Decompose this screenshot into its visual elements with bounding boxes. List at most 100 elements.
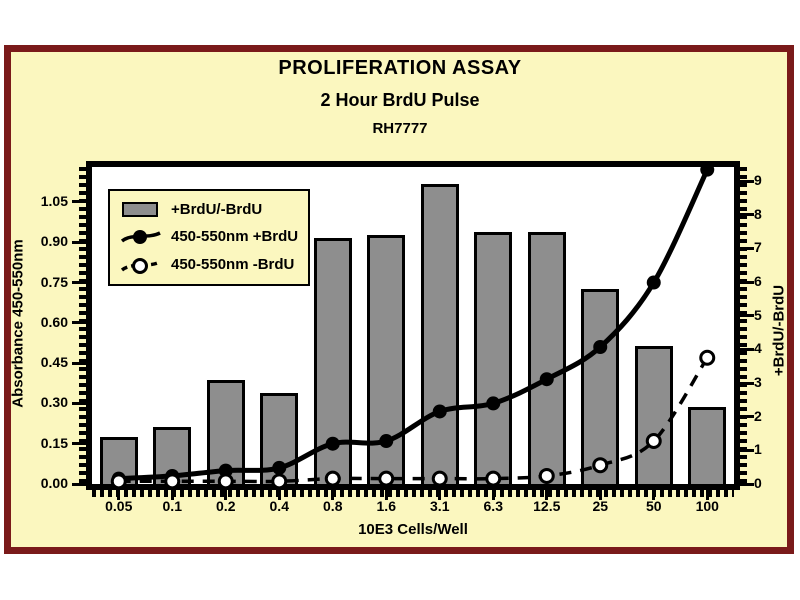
- x-axis-major-tick: [598, 490, 602, 500]
- bar: [420, 184, 459, 484]
- x-axis-major-tick: [384, 490, 388, 500]
- data-point-filled-circle: [646, 275, 661, 290]
- left-axis-tick-label: 0.60: [40, 313, 68, 330]
- left-axis-title: Absorbance 450-550nm: [9, 239, 27, 408]
- x-axis-major-tick: [117, 490, 121, 500]
- data-point-filled-circle: [432, 404, 447, 419]
- x-axis-tick-label: 0.05: [105, 498, 133, 514]
- x-axis-major-tick: [491, 490, 495, 500]
- x-axis-major-tick: [545, 490, 549, 500]
- legend-item-plus-brdu: 450-550nm +BrdU: [120, 226, 300, 246]
- data-point-open-circle: [324, 470, 341, 487]
- right-axis-tick-label: 6: [754, 273, 762, 290]
- data-point-open-circle: [110, 473, 127, 490]
- x-axis-title: 10E3 Cells/Well: [358, 521, 468, 538]
- x-axis-tick-label: 100: [695, 498, 719, 514]
- right-axis-major-tick: [740, 213, 754, 217]
- chart-cell-line: RH7777: [372, 120, 428, 137]
- left-axis-minor-ticks: [79, 167, 86, 484]
- right-axis-major-tick: [740, 246, 754, 250]
- bottom-axis-minor-ticks: [92, 490, 734, 497]
- data-point-filled-circle: [593, 339, 608, 354]
- data-point-open-circle: [164, 473, 181, 490]
- right-axis-major-tick: [740, 314, 754, 318]
- right-axis-minor-ticks: [740, 167, 747, 484]
- right-axis-major-tick: [740, 347, 754, 351]
- left-axis-major-tick: [72, 240, 86, 244]
- data-point-filled-circle: [539, 372, 554, 387]
- filled-marker-icon: [120, 230, 161, 245]
- left-axis-tick-label: 0.15: [40, 434, 68, 451]
- data-point-filled-circle: [700, 162, 715, 177]
- data-point-open-circle: [538, 467, 555, 484]
- x-axis-major-tick: [331, 490, 335, 500]
- right-axis-major-tick: [740, 448, 754, 452]
- x-axis-tick-label: 3.1: [430, 498, 450, 514]
- legend-label: 450-550nm +BrdU: [171, 227, 299, 245]
- left-axis-tick-label: 0.30: [40, 394, 68, 411]
- data-point-open-circle: [645, 433, 662, 450]
- left-axis-tick-label: 0.90: [40, 233, 68, 250]
- right-axis-major-tick: [740, 415, 754, 419]
- x-axis-major-tick: [224, 490, 228, 500]
- data-point-open-circle: [699, 349, 716, 366]
- data-point-filled-circle: [325, 436, 340, 451]
- x-axis-tick-label: 0.4: [269, 498, 289, 514]
- right-axis-tick-label: 5: [754, 306, 762, 323]
- left-axis-tick-label: 0.75: [40, 273, 68, 290]
- data-point-open-circle: [378, 470, 395, 487]
- x-axis-major-tick: [438, 490, 442, 500]
- chart-subtitle: 2 Hour BrdU Pulse: [320, 90, 480, 110]
- bar-swatch-icon: [122, 202, 158, 218]
- x-axis-tick-label: 0.1: [162, 498, 182, 514]
- right-axis-major-tick: [740, 482, 754, 486]
- left-axis-major-tick: [72, 281, 86, 285]
- x-axis-tick-label: 1.6: [376, 498, 396, 514]
- right-axis-tick-label: 1: [754, 441, 762, 458]
- left-axis-major-tick: [72, 361, 86, 365]
- left-axis-tick-label: 0.00: [40, 475, 68, 491]
- bar: [474, 231, 513, 484]
- left-axis-major-tick: [72, 442, 86, 446]
- x-axis-tick-label: 50: [645, 498, 662, 514]
- x-axis-major-tick: [705, 490, 709, 500]
- x-axis-major-tick: [652, 490, 656, 500]
- line-series-overlay: [110, 162, 716, 490]
- right-axis-tick-label: 0: [754, 475, 762, 491]
- data-point-filled-circle: [272, 460, 287, 475]
- x-axis-tick-label: 0.8: [323, 498, 343, 514]
- left-axis-major-tick: [72, 482, 86, 486]
- x-axis-tick-label: 6.3: [483, 498, 503, 514]
- legend-item-bars: +BrdU/-BrdU: [120, 200, 300, 218]
- legend-label: +BrdU/-BrdU: [171, 200, 263, 218]
- data-point-open-circle: [431, 470, 448, 487]
- x-axis-tick-label: 0.2: [216, 498, 236, 514]
- x-axis-tick-label: 25: [592, 498, 609, 514]
- data-point-open-circle: [217, 473, 234, 490]
- right-axis-tick-label: 9: [754, 172, 762, 189]
- right-axis-major-tick: [740, 280, 754, 284]
- chart-title: PROLIFERATION ASSAY: [278, 57, 522, 79]
- right-axis-title: +BrdU/-BrdU: [770, 284, 788, 377]
- legend-box: +BrdU/-BrdU 450-550nm +BrdU 450-550nm -B…: [108, 189, 310, 286]
- x-axis-tick-label: 12.5: [533, 498, 561, 514]
- right-axis-tick-label: 2: [754, 407, 762, 424]
- data-point-open-circle: [271, 473, 288, 490]
- left-axis-major-tick: [72, 401, 86, 405]
- left-axis-major-tick: [72, 321, 86, 325]
- legend-item-minus-brdu: 450-550nm -BrdU: [120, 255, 300, 275]
- right-axis-tick-label: 7: [754, 239, 762, 256]
- data-point-filled-circle: [486, 396, 501, 411]
- legend-label: 450-550nm -BrdU: [171, 256, 295, 274]
- x-axis-major-tick: [170, 490, 174, 500]
- right-axis-tick-label: 4: [754, 340, 762, 357]
- right-axis-major-tick: [740, 179, 754, 183]
- x-axis-major-tick: [277, 490, 281, 500]
- left-axis-major-tick: [72, 200, 86, 204]
- data-point-open-circle: [485, 470, 502, 487]
- data-point-filled-circle: [218, 463, 233, 478]
- bar: [688, 406, 727, 484]
- right-axis-major-tick: [740, 381, 754, 385]
- series-line-dashed: [118, 356, 709, 484]
